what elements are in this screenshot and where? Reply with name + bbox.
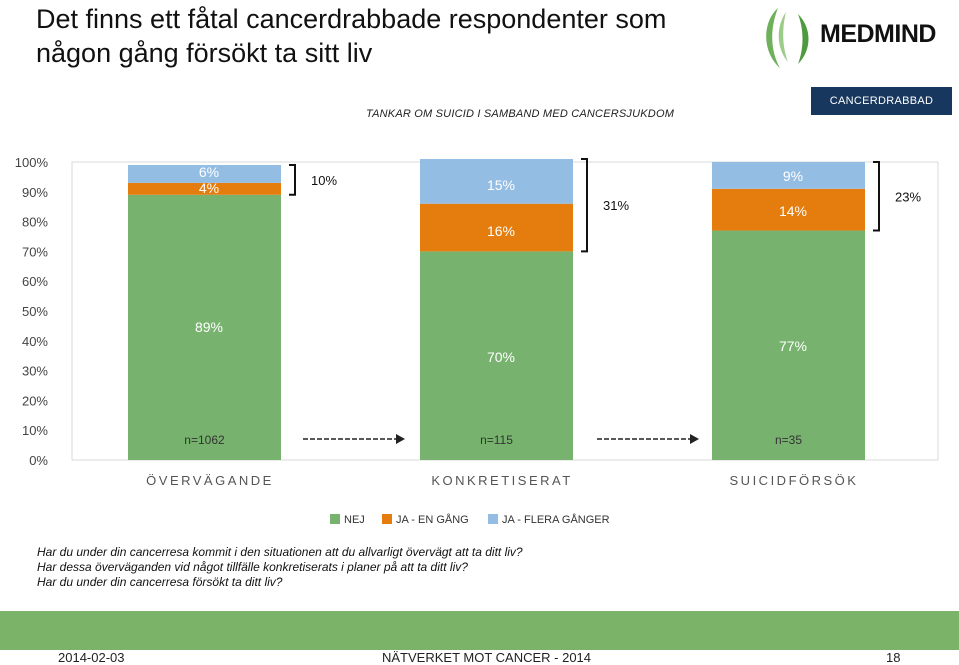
y-tick-label: 70% — [22, 244, 48, 259]
y-tick-label: 90% — [22, 185, 48, 200]
title-line-1: Det finns ett fåtal cancerdrabbade respo… — [36, 4, 667, 34]
legend-swatch-ja-flera-ganger — [488, 514, 498, 524]
question-3: Har du under din cancerresa försökt ta d… — [37, 575, 283, 589]
page-title: Det finns ett fåtal cancerdrabbade respo… — [36, 2, 766, 70]
y-tick-label: 20% — [22, 393, 48, 408]
y-tick-label: 80% — [22, 215, 48, 230]
footer-page-number: 18 — [886, 650, 901, 665]
yes-bracket — [289, 163, 296, 196]
question-1: Har du under din cancerresa kommit i den… — [37, 545, 523, 559]
bar-segment — [712, 230, 865, 460]
footer-bar — [0, 650, 959, 663]
data-label: 14% — [779, 203, 807, 219]
footer-band: 2014-02-03 NÄTVERKET MOT CANCER - 2014 1… — [0, 611, 959, 665]
category-label: SUICIDFÖRSÖK — [730, 473, 859, 488]
leaf-icon — [766, 8, 809, 68]
logo-text: MEDMIND — [820, 20, 936, 48]
question-2: Har dessa överväganden vid något tillfäl… — [37, 560, 468, 574]
category-label: ÖVERVÄGANDE — [146, 473, 274, 488]
bar-segment — [712, 162, 865, 189]
flow-arrow-head — [396, 434, 405, 444]
bar-segment — [420, 203, 573, 252]
legend-label-ja-flera-ganger: JA - FLERA GÅNGER — [502, 514, 610, 526]
legend-label-nej: NEJ — [344, 514, 365, 526]
survey-questions: Har du under din cancerresa kommit i den… — [37, 545, 523, 590]
yes-total-label: 31% — [603, 198, 629, 213]
yes-total-label: 23% — [895, 189, 921, 204]
legend-item-ja-en-gang: JA - EN GÅNG — [382, 514, 469, 526]
legend-label-ja-en-gang: JA - EN GÅNG — [396, 514, 469, 526]
bar-segment — [420, 159, 573, 204]
y-tick-label: 30% — [22, 364, 48, 379]
segment-badge: CANCERDRABBAD — [811, 87, 952, 115]
category-label: KONKRETISERAT — [431, 473, 572, 488]
yes-bracket — [873, 161, 880, 232]
data-label: 15% — [487, 177, 515, 193]
sample-size-label: n=35 — [775, 433, 802, 447]
sample-size-label: n=1062 — [184, 433, 225, 447]
bar-segment — [712, 188, 865, 231]
y-tick-label: 40% — [22, 334, 48, 349]
legend-swatch-ja-en-gang — [382, 514, 392, 524]
data-label: 4% — [199, 180, 219, 196]
data-label: 77% — [779, 338, 807, 354]
footer-date: 2014-02-03 — [58, 650, 125, 665]
bar-segment — [420, 251, 573, 460]
flow-arrow-head — [690, 434, 699, 444]
chart-subtitle: TANKAR OM SUICID I SAMBAND MED CANCERSJU… — [366, 108, 675, 120]
bar-segment — [128, 164, 281, 183]
data-label: 9% — [783, 168, 803, 184]
y-tick-label: 50% — [22, 304, 48, 319]
data-label: 6% — [199, 164, 219, 180]
y-tick-label: 0% — [29, 453, 48, 468]
bar-segment — [128, 194, 281, 460]
title-line-2: någon gång försökt ta sitt liv — [36, 38, 373, 68]
stacked-bar-chart: 0% 10% 20% 30% 40% 50% 60% 70% 80% 90% 100% 10% n=10… — [15, 155, 939, 488]
medmind-logo: MEDMIND — [758, 2, 953, 74]
data-label: 89% — [195, 319, 223, 335]
legend-swatch-nej — [330, 514, 340, 524]
footer-title: NÄTVERKET MOT CANCER - 2014 — [382, 650, 592, 665]
bar-segment — [128, 182, 281, 195]
legend-item-nej: NEJ — [330, 514, 365, 526]
sample-size-label: n=115 — [480, 433, 513, 447]
yes-total-label: 10% — [311, 173, 337, 188]
legend-item-ja-flera-ganger: JA - FLERA GÅNGER — [488, 514, 610, 526]
data-label: 16% — [487, 223, 515, 239]
y-tick-label: 10% — [22, 423, 48, 438]
y-tick-label: 100% — [15, 155, 49, 170]
yes-bracket — [581, 158, 588, 253]
y-tick-label: 60% — [22, 274, 48, 289]
data-label: 70% — [487, 349, 515, 365]
